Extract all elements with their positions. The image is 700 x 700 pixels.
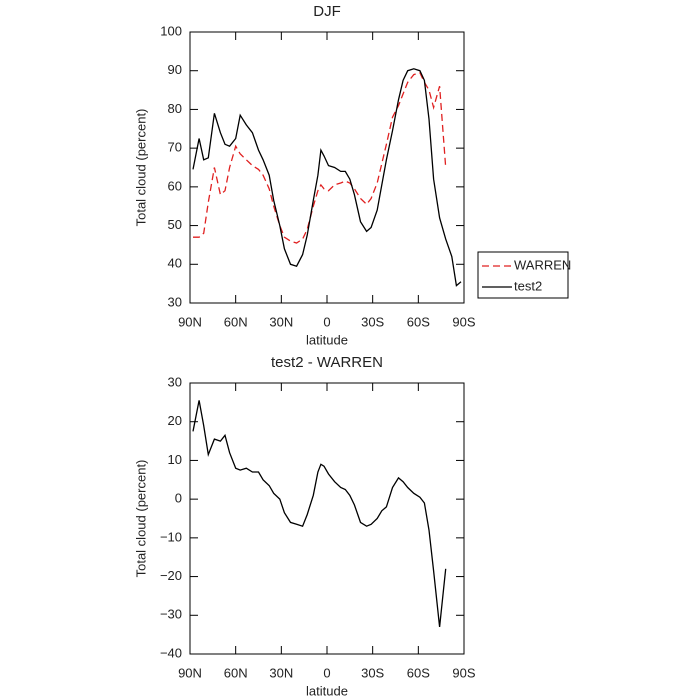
x-tick-label: 0 xyxy=(323,314,330,329)
data-line xyxy=(192,68,462,287)
chart-title: DJF xyxy=(313,3,341,20)
y-tick-label: 100 xyxy=(160,23,182,38)
y-tick-label: 30 xyxy=(168,374,182,389)
plot-frame xyxy=(189,382,465,655)
y-tick-label: 30 xyxy=(168,294,182,309)
y-tick-label: 70 xyxy=(168,140,182,155)
y-tick-label: −10 xyxy=(160,529,182,544)
y-tick-label: 10 xyxy=(168,452,182,467)
x-tick-label: 0 xyxy=(323,665,330,680)
x-tick-label: 90N xyxy=(178,314,202,329)
y-tick-label: 60 xyxy=(168,178,182,193)
x-tick-label: 60S xyxy=(407,665,430,680)
legend-label: WARREN xyxy=(514,257,571,272)
y-tick-label: −40 xyxy=(160,645,182,660)
x-tick-label: 60N xyxy=(224,665,248,680)
x-tick-label: 30S xyxy=(361,314,384,329)
x-tick-label: 90S xyxy=(452,665,475,680)
y-tick-label: 50 xyxy=(168,217,182,232)
x-tick-label: 60N xyxy=(224,314,248,329)
y-axis-label: Total cloud (percent) xyxy=(133,460,148,578)
x-tick-label: 30S xyxy=(361,665,384,680)
x-tick-label: 90N xyxy=(178,665,202,680)
y-tick-label: 80 xyxy=(168,101,182,116)
x-axis-label: latitude xyxy=(306,332,348,347)
legend-box xyxy=(477,251,569,299)
data-line xyxy=(193,71,447,244)
chart-title: test2 - WARREN xyxy=(271,354,383,371)
y-tick-label: −30 xyxy=(160,607,182,622)
y-tick-label: 0 xyxy=(175,491,182,506)
y-tick-label: 90 xyxy=(168,62,182,77)
x-tick-label: 60S xyxy=(407,314,430,329)
data-line xyxy=(192,400,447,627)
y-tick-label: 40 xyxy=(168,256,182,271)
x-axis-label: latitude xyxy=(306,683,348,698)
y-tick-label: −20 xyxy=(160,568,182,583)
x-tick-label: 30N xyxy=(269,314,293,329)
legend-label: test2 xyxy=(514,278,542,293)
plot-frame xyxy=(189,31,465,304)
x-tick-label: 30N xyxy=(269,665,293,680)
x-tick-label: 90S xyxy=(452,314,475,329)
y-tick-label: 20 xyxy=(168,413,182,428)
y-axis-label: Total cloud (percent) xyxy=(133,109,148,227)
